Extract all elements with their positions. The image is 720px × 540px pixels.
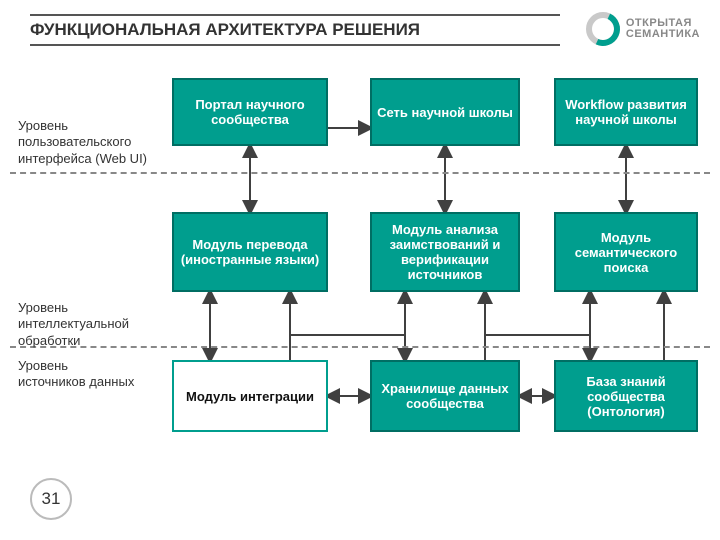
layer-label: Уровень источников данных [18, 358, 138, 391]
arch-box-r2c1: Хранилище данных сообщества [370, 360, 520, 432]
page-number: 31 [30, 478, 72, 520]
layer-divider [10, 172, 710, 174]
logo: ОТКРЫТАЯ СЕМАНТИКА [586, 12, 700, 46]
arch-box-r1c2: Модуль семантического поиска [554, 212, 698, 292]
arch-box-r2c0: Модуль интеграции [172, 360, 328, 432]
logo-line2: СЕМАНТИКА [626, 29, 700, 40]
arch-box-r0c0: Портал научного сообщества [172, 78, 328, 146]
layer-label: Уровень интеллектуальной обработки [18, 300, 168, 349]
arch-box-r1c0: Модуль перевода (иностранные языки) [172, 212, 328, 292]
logo-text: ОТКРЫТАЯ СЕМАНТИКА [626, 18, 700, 40]
top-rule [30, 14, 560, 16]
title-area: ФУНКЦИОНАЛЬНАЯ АРХИТЕКТУРА РЕШЕНИЯ [30, 20, 560, 46]
slide-title: ФУНКЦИОНАЛЬНАЯ АРХИТЕКТУРА РЕШЕНИЯ [30, 20, 560, 40]
slide: ФУНКЦИОНАЛЬНАЯ АРХИТЕКТУРА РЕШЕНИЯ ОТКРЫ… [0, 0, 720, 540]
logo-ring-icon [586, 12, 620, 46]
title-underline [30, 44, 560, 46]
arch-box-r1c1: Модуль анализа заимствований и верификац… [370, 212, 520, 292]
layer-label: Уровень пользовательского интерфейса (We… [18, 118, 168, 167]
arch-box-r0c2: Workflow развития научной школы [554, 78, 698, 146]
arch-box-r2c2: База знаний сообщества (Онтология) [554, 360, 698, 432]
arch-box-r0c1: Сеть научной школы [370, 78, 520, 146]
